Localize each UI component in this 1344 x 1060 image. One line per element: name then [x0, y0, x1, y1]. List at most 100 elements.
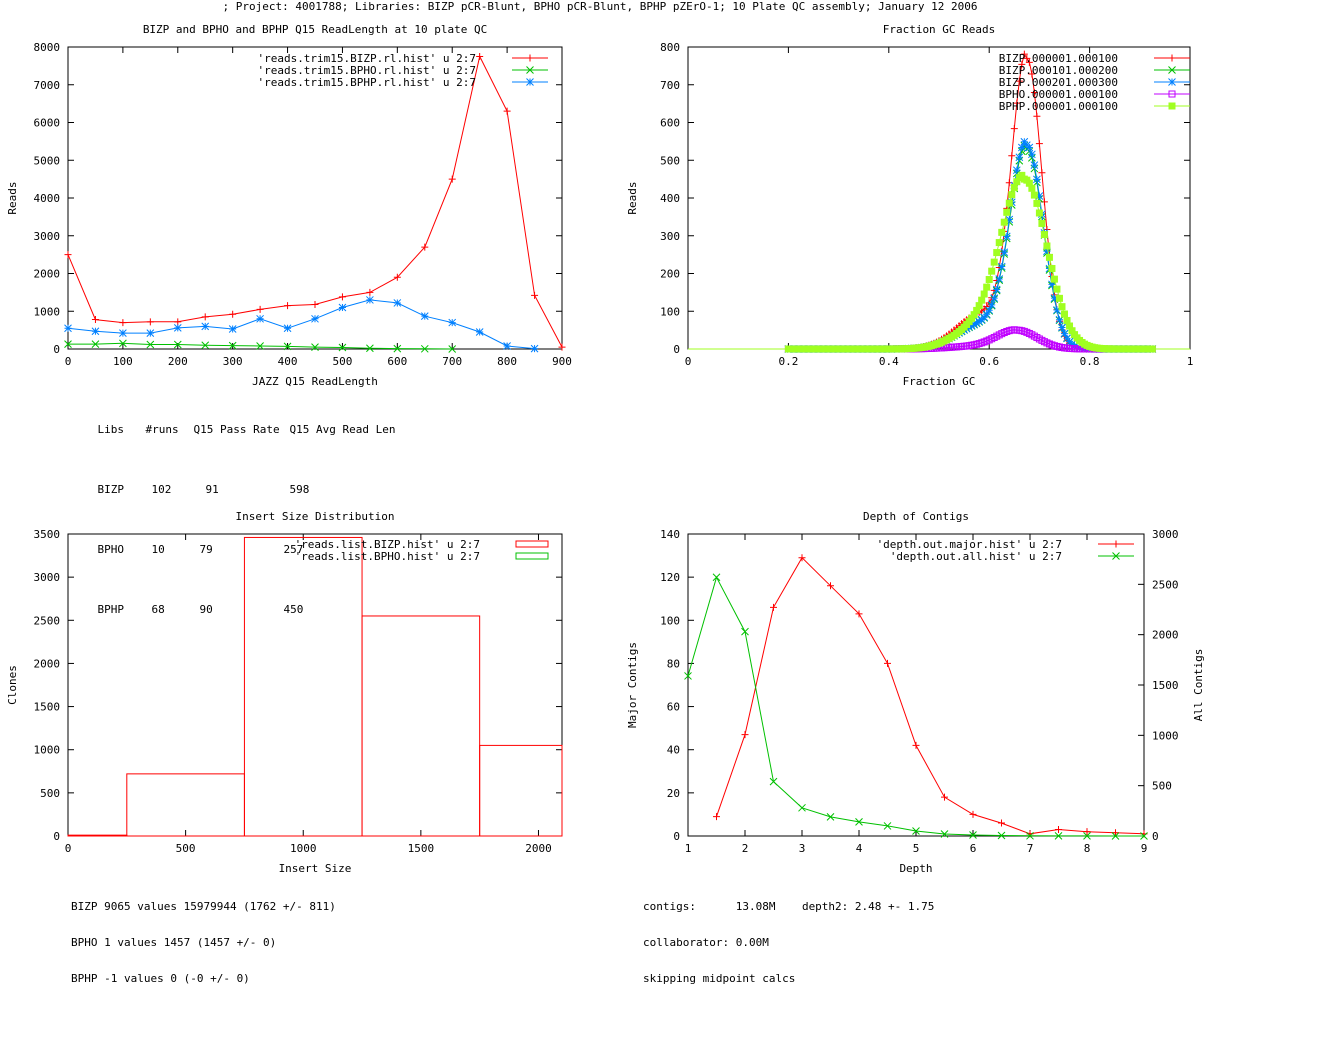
- data-point: [684, 672, 692, 680]
- stats-line: BPHO 1 values 1457 (1457 +/- 0): [71, 936, 277, 949]
- legend-swatch: [515, 552, 549, 560]
- data-point: [769, 777, 778, 786]
- data-point: [1054, 832, 1063, 840]
- data-point: [503, 342, 511, 350]
- data-point: [983, 283, 991, 291]
- data-point: [1018, 171, 1026, 179]
- data-point: [1008, 152, 1016, 160]
- data-point: [975, 302, 983, 310]
- data-point: [1025, 143, 1034, 152]
- data-point: [338, 303, 347, 312]
- legend-label: BPHO.000001.000100: [999, 88, 1118, 101]
- data-point: [940, 830, 949, 838]
- legend-marker: [1168, 54, 1176, 62]
- data-point: [997, 262, 1006, 271]
- x-axis-label: Depth: [899, 862, 932, 875]
- y-axis-label: Clones: [6, 665, 19, 705]
- x-tick-label: 0.4: [879, 355, 899, 368]
- data-point: [995, 275, 1004, 283]
- y2-tick-label: 1500: [1152, 679, 1179, 692]
- stats-header-libs: Libs: [97, 423, 125, 436]
- data-point: [1048, 280, 1056, 289]
- x-tick-label: 600: [387, 355, 407, 368]
- data-point: [998, 228, 1006, 236]
- x-tick-label: 0.6: [979, 355, 999, 368]
- data-point: [1025, 179, 1033, 187]
- data-point: [993, 249, 1001, 257]
- stats-line: contigs: 13.08M depth2: 2.48 +- 1.75: [643, 900, 935, 913]
- data-point: [283, 342, 292, 351]
- data-point: [1005, 199, 1013, 207]
- x-tick-label: 8: [1084, 842, 1091, 855]
- data-point: [1028, 70, 1036, 78]
- data-point: [173, 340, 182, 349]
- stats-row: BPHP 68 90 450: [71, 592, 395, 628]
- stats-cell-passrate: 79: [199, 543, 213, 556]
- data-point: [146, 318, 154, 326]
- stats-cell-passrate: 90: [199, 603, 213, 616]
- data-point: [1026, 831, 1034, 840]
- data-point: [990, 258, 998, 266]
- data-point: [1043, 247, 1051, 256]
- legend-marker: [526, 78, 534, 86]
- data-point: [1030, 88, 1038, 96]
- data-point: [64, 324, 72, 333]
- data-point: [985, 306, 994, 315]
- data-point: [1003, 208, 1011, 216]
- data-point: [1068, 327, 1076, 335]
- y-tick-label: 200: [660, 268, 680, 281]
- x-axis-label: Insert Size: [279, 862, 352, 875]
- stats-line: BIZP 9065 values 15979944 (1762 +/- 811): [71, 900, 336, 913]
- data-point: [119, 339, 127, 348]
- y-axis-label: Major Contigs: [626, 642, 639, 728]
- x-tick-label: 4: [856, 842, 863, 855]
- data-point: [448, 175, 456, 183]
- y-tick-label: 100: [660, 305, 680, 318]
- legend-label: 'reads.trim15.BPHP.rl.hist' u 2:7: [257, 76, 476, 89]
- data-point: [201, 322, 210, 331]
- data-point: [995, 239, 1003, 247]
- data-point: [119, 319, 127, 327]
- data-point: [1012, 166, 1021, 175]
- data-point: [1140, 832, 1148, 840]
- data-point: [1020, 50, 1028, 58]
- x-tick-label: 400: [278, 355, 298, 368]
- data-point: [982, 310, 991, 319]
- data-point: [988, 267, 996, 275]
- readlength-stats-table: Libs #runs Q15 Pass Rate Q15 Avg Read Len B…: [71, 388, 396, 640]
- stats-cell-runs: 68: [151, 603, 165, 616]
- data-point: [229, 310, 237, 318]
- y-tick-label: 2000: [34, 268, 61, 281]
- histogram-bar: [126, 773, 245, 837]
- histogram-bar: [479, 744, 563, 837]
- data-point: [985, 276, 993, 284]
- data-point: [448, 318, 457, 327]
- series-line: [716, 556, 1145, 835]
- legend-marker: [1168, 78, 1176, 86]
- data-point: [741, 627, 749, 636]
- data-point: [146, 340, 155, 349]
- data-point: [1015, 77, 1023, 85]
- legend-label: 'reads.trim15.BPHO.rl.hist' u 2:7: [257, 64, 476, 77]
- y-tick-label: 40: [667, 744, 680, 757]
- data-point: [420, 344, 429, 353]
- series-line: [688, 174, 1190, 350]
- data-point: [1013, 178, 1021, 186]
- legend-label: BIZP.000001.000100: [999, 52, 1118, 65]
- data-point: [1008, 191, 1016, 199]
- y-tick-label: 500: [40, 787, 60, 800]
- x-tick-label: 0.8: [1080, 355, 1100, 368]
- legend-marker: [1168, 66, 1176, 74]
- data-point: [311, 314, 319, 323]
- data-point: [146, 329, 155, 337]
- data-point: [1010, 183, 1018, 191]
- data-point: [1055, 826, 1062, 834]
- data-point: [826, 813, 835, 821]
- y-tick-label: 2500: [34, 614, 61, 627]
- data-point: [1000, 248, 1009, 257]
- x-tick-label: 1: [1187, 355, 1194, 368]
- y2-axis-label: All Contigs: [1192, 649, 1205, 722]
- y2-tick-label: 2000: [1152, 629, 1179, 642]
- histogram-bar: [67, 834, 128, 837]
- stats-header-runs: #runs: [145, 423, 179, 436]
